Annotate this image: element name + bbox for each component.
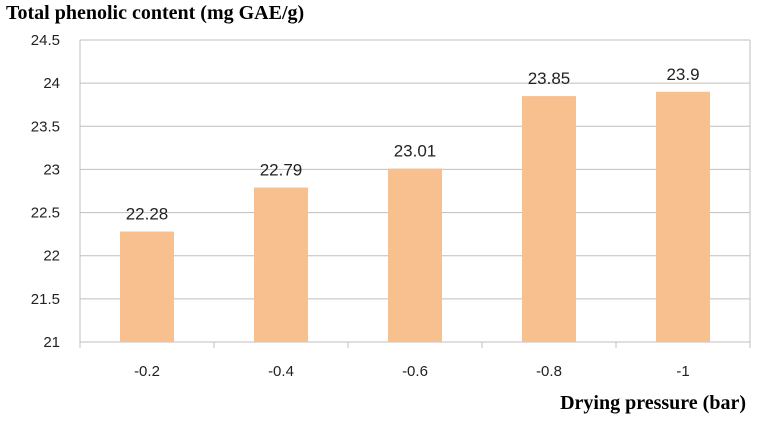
data-label: 23.01 <box>394 142 437 161</box>
y-tick-label: 22 <box>43 248 60 265</box>
x-tick-label: -0.8 <box>536 363 562 380</box>
data-label: 22.79 <box>260 161 303 180</box>
x-tick-labels: -0.2 -0.4 -0.6 -0.8 -1 <box>134 363 690 380</box>
bar <box>656 91 710 343</box>
data-label: 23.85 <box>528 69 571 88</box>
x-tick-label: -1 <box>676 363 689 380</box>
y-tick-label: 23 <box>43 161 60 178</box>
bar <box>254 187 308 342</box>
x-tick-label: -0.2 <box>134 363 160 380</box>
bar <box>120 231 174 342</box>
y-tick-label: 22.5 <box>31 205 60 222</box>
x-axis-title: Drying pressure (bar) <box>560 392 746 414</box>
y-tick-label: 23.5 <box>31 118 60 135</box>
y-tick-label: 24.5 <box>31 32 60 49</box>
data-label: 23.9 <box>666 65 699 84</box>
y-tick-label: 21 <box>43 334 60 351</box>
y-tick-label: 24 <box>43 75 60 92</box>
bars <box>120 91 710 343</box>
y-tick-labels: 21 21.5 22 22.5 23 23.5 24 24.5 <box>31 32 60 351</box>
bar <box>388 168 442 342</box>
y-tick-label: 21.5 <box>31 291 60 308</box>
x-tick-label: -0.6 <box>402 363 428 380</box>
x-tick-label: -0.4 <box>268 363 294 380</box>
y-axis-title: Total phenolic content (mg GAE/g) <box>6 2 305 24</box>
data-labels: 22.28 22.79 23.01 23.85 23.9 <box>126 65 700 224</box>
bar <box>522 96 576 342</box>
data-label: 22.28 <box>126 205 169 224</box>
